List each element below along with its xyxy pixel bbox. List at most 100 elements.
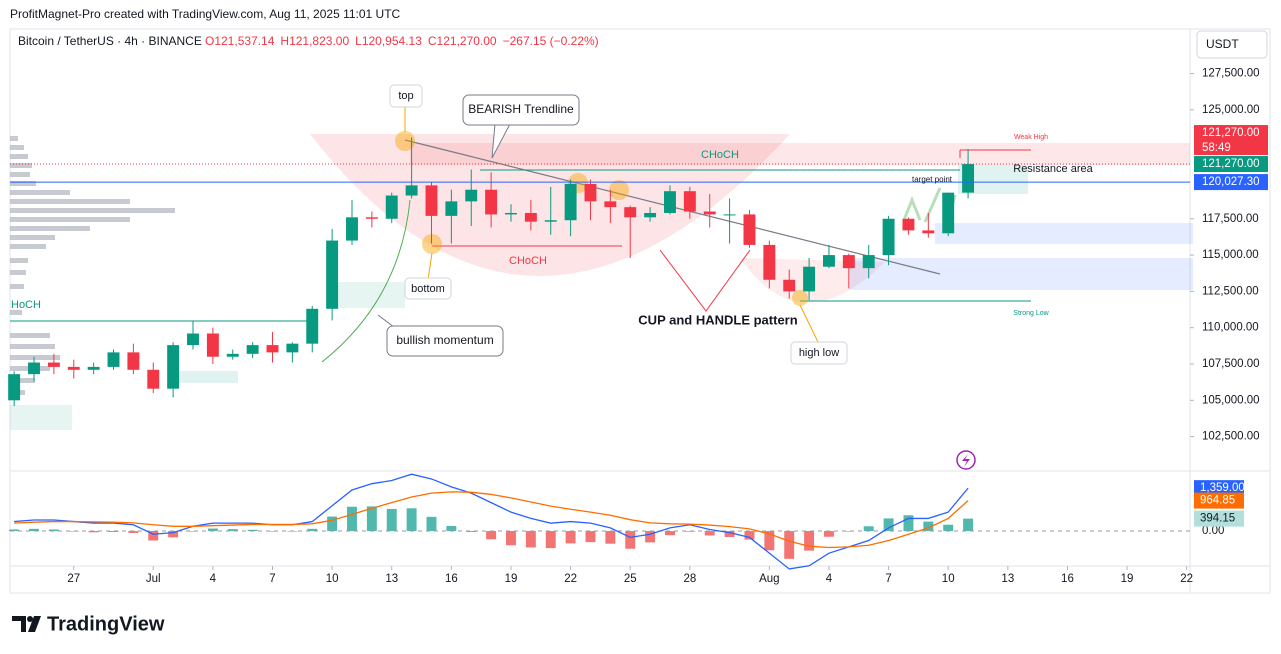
macd-histogram-bar — [645, 531, 656, 543]
macd-histogram-bar — [585, 531, 596, 543]
price-label: 121,270.00 — [1202, 158, 1260, 170]
pivot-marker — [422, 234, 442, 254]
candle-body — [206, 333, 219, 357]
annotations: top BEARISH Trendline CHoCH CHoCH HoCH b… — [11, 84, 1094, 365]
macd-histogram-bar — [267, 531, 278, 532]
macd-last-box — [1194, 492, 1244, 509]
macd-histogram-bar — [207, 528, 218, 532]
countdown: 58:49 — [1202, 142, 1231, 154]
candle-body — [584, 183, 597, 202]
callout-box — [462, 94, 580, 126]
demand-zone — [170, 371, 238, 383]
fvg-zone — [850, 258, 1193, 290]
x-tick-label: 27 — [67, 573, 80, 585]
annotation: CHoCH — [509, 255, 547, 267]
macd-histogram-bar — [883, 518, 894, 532]
candle-body — [783, 279, 796, 292]
annotation: high low — [799, 347, 839, 359]
volume-profile — [10, 136, 175, 395]
candle-body — [842, 255, 855, 269]
candle-body — [286, 343, 299, 353]
callout-box — [386, 325, 504, 357]
currency-button[interactable] — [1196, 30, 1268, 59]
macd-histogram-bar — [704, 531, 715, 536]
annotation: Resistance area — [1013, 163, 1093, 175]
x-tick-label: 10 — [326, 573, 339, 585]
annotation: bottom — [411, 283, 445, 295]
macd-last-box — [1194, 480, 1244, 497]
candle-body — [306, 308, 319, 344]
candle-body — [425, 185, 438, 216]
x-tick-label: 13 — [1001, 573, 1014, 585]
candle-body — [723, 214, 736, 216]
annotation: bullish momentum — [396, 333, 493, 347]
vp-bar — [10, 154, 28, 159]
y-tick-label: 115,000.00 — [1202, 249, 1259, 261]
vp-bar — [10, 145, 24, 150]
candle-body — [346, 217, 358, 241]
price-label-box — [1194, 125, 1268, 156]
candle-body — [624, 207, 637, 218]
vp-bar — [10, 172, 30, 177]
annotation: CUP and HANDLE pattern — [638, 312, 797, 327]
resistance-zone — [410, 143, 1190, 165]
macd-histogram-bar — [625, 531, 636, 549]
macd-histogram-bar — [764, 531, 775, 551]
x-tick-label: 4 — [826, 573, 833, 585]
demand-zone — [10, 405, 72, 430]
candle-body — [862, 255, 875, 269]
x-tick-label: 19 — [505, 573, 518, 585]
vp-bar — [10, 355, 60, 360]
candle-body — [47, 362, 60, 367]
candle-body — [385, 195, 398, 219]
momentum-arrow — [321, 199, 411, 363]
candle-body — [485, 189, 498, 215]
candle-body — [803, 266, 816, 292]
macd-line — [14, 473, 969, 570]
candle-body — [405, 185, 418, 196]
candle-body — [664, 191, 676, 213]
macd-histogram-bar — [545, 531, 556, 549]
vp-bar — [10, 217, 130, 222]
candle-body — [544, 220, 557, 222]
macd-histogram-bar — [804, 531, 815, 551]
x-tick-label: 7 — [885, 573, 891, 585]
vp-bar — [10, 208, 175, 213]
macd-histogram-bar — [327, 516, 338, 532]
ohlc-value: −267.15 (−0.22%) — [503, 34, 599, 48]
y-tick-label: 117,500.00 — [1202, 213, 1259, 225]
macd-histogram-bar — [9, 529, 20, 532]
macd-histogram-bar — [29, 528, 39, 532]
macd-histogram-bar — [88, 531, 99, 533]
annotation: HoCH — [11, 299, 41, 311]
pivot-marker — [792, 290, 808, 306]
y-tick-label: 125,000.00 — [1202, 104, 1260, 116]
y-tick-label: 110,000.00 — [1202, 322, 1259, 334]
price-label: 120,027.30 — [1202, 176, 1260, 188]
vp-bar — [10, 270, 26, 275]
alert-icon[interactable] — [956, 450, 976, 470]
macd-histogram-bar — [426, 516, 437, 532]
ohlc-value: H121,823.00 — [280, 34, 349, 48]
candle-body — [187, 333, 199, 346]
candle-body — [147, 369, 160, 389]
demand-zone — [335, 282, 405, 308]
candle-body — [67, 366, 80, 370]
candle-body — [28, 362, 40, 375]
alert-bolt — [962, 454, 970, 467]
x-tick-label: 22 — [564, 573, 577, 585]
candle-body — [962, 164, 975, 193]
vp-bar — [10, 378, 35, 383]
annotation: BEARISH Trendline — [468, 102, 574, 116]
x-tick-label: Aug — [759, 573, 779, 585]
macd-histogram-bar — [406, 508, 417, 532]
candle-body — [922, 230, 935, 234]
credit: ProfitMagnet-Pro created with TradingVie… — [10, 7, 401, 21]
brand: TradingView — [47, 613, 165, 635]
candle-body — [465, 189, 478, 202]
pattern-v — [659, 249, 751, 312]
x-tick-label: 13 — [385, 573, 398, 585]
candle-body — [942, 192, 955, 234]
macd-histogram-bar — [665, 531, 675, 536]
vp-bar — [10, 235, 55, 240]
